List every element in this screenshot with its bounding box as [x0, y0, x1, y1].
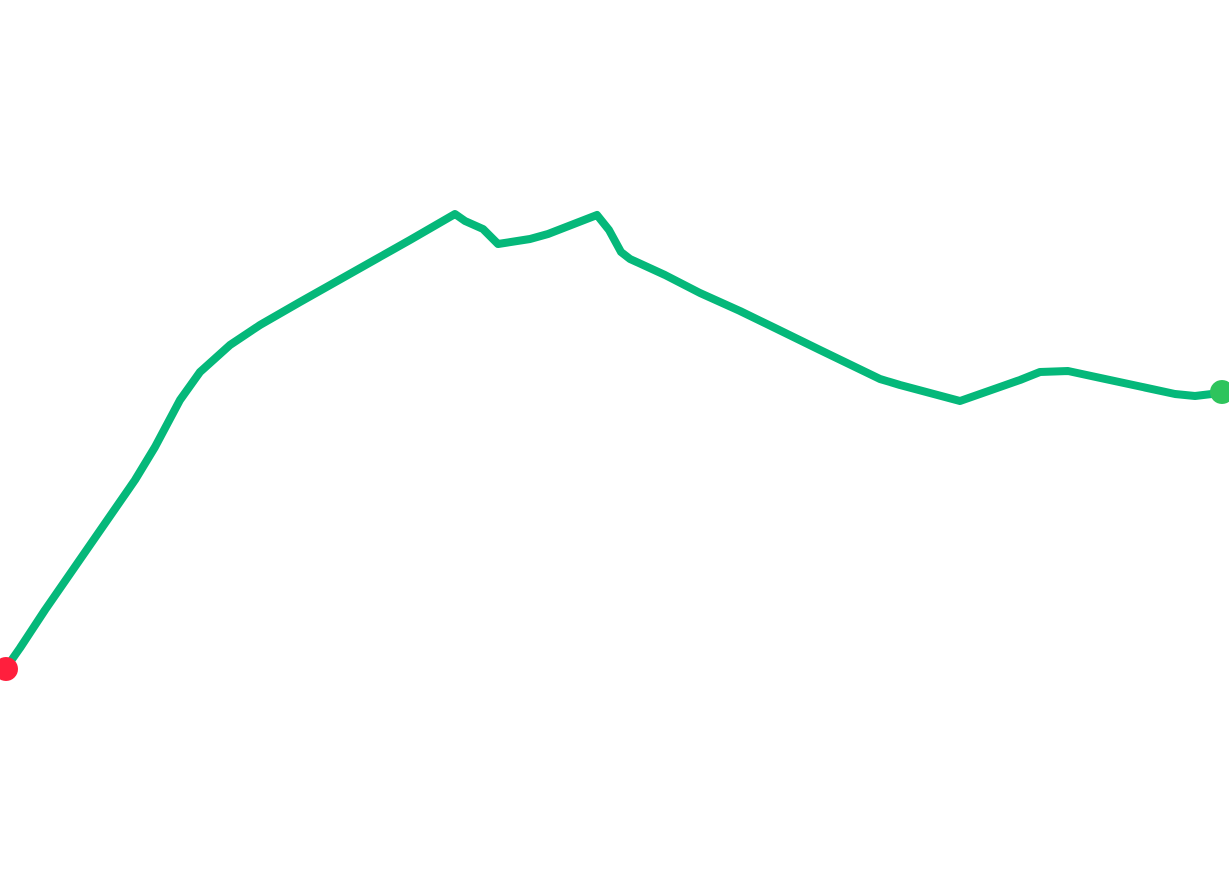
route-line: [2, 210, 1224, 672]
start-marker[interactable]: [0, 657, 18, 681]
end-marker[interactable]: [1210, 380, 1229, 404]
